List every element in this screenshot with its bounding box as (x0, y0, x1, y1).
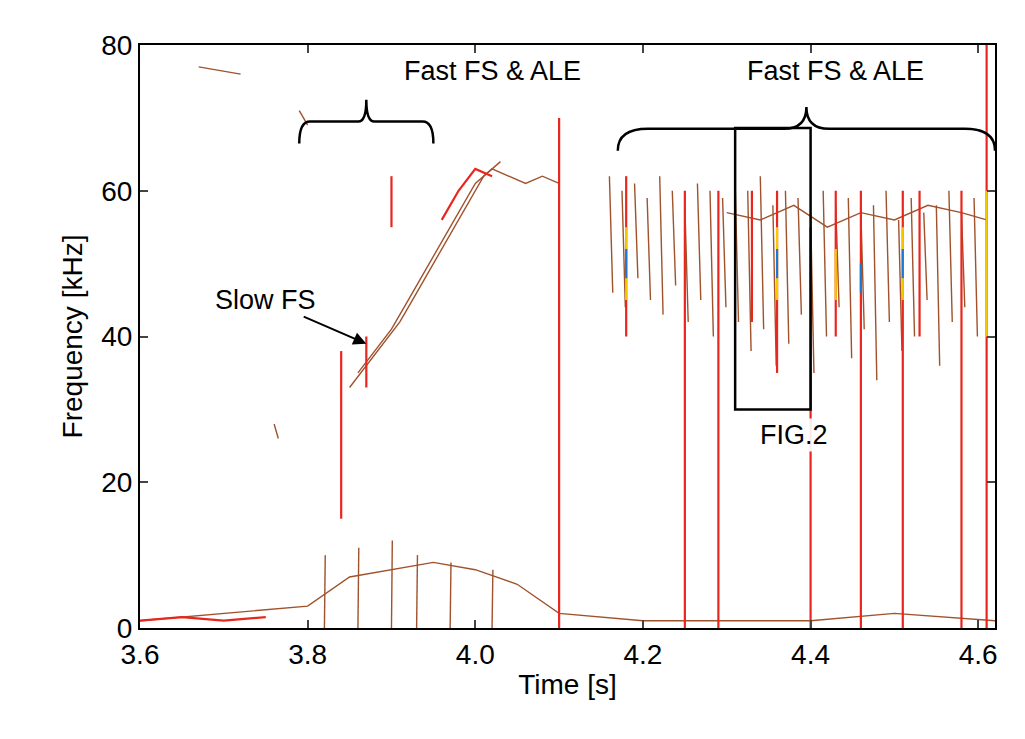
svg-text:4.0: 4.0 (456, 639, 495, 670)
svg-text:4.4: 4.4 (791, 639, 830, 670)
svg-text:40: 40 (101, 321, 132, 352)
svg-text:3.6: 3.6 (121, 639, 160, 670)
svg-text:Time [s]: Time [s] (518, 669, 617, 700)
svg-text:Frequency [kHz]: Frequency [kHz] (57, 235, 88, 439)
svg-text:Fast FS & ALE: Fast FS & ALE (404, 56, 581, 86)
svg-text:3.8: 3.8 (288, 639, 327, 670)
svg-text:80: 80 (101, 30, 132, 61)
svg-text:4.6: 4.6 (959, 639, 998, 670)
svg-text:Slow FS: Slow FS (215, 285, 316, 315)
svg-text:4.2: 4.2 (623, 639, 662, 670)
svg-text:0: 0 (117, 613, 133, 644)
svg-text:20: 20 (101, 467, 132, 498)
svg-text:60: 60 (101, 176, 132, 207)
svg-text:FIG.2: FIG.2 (760, 420, 828, 450)
svg-text:Fast FS & ALE: Fast FS & ALE (747, 56, 924, 86)
